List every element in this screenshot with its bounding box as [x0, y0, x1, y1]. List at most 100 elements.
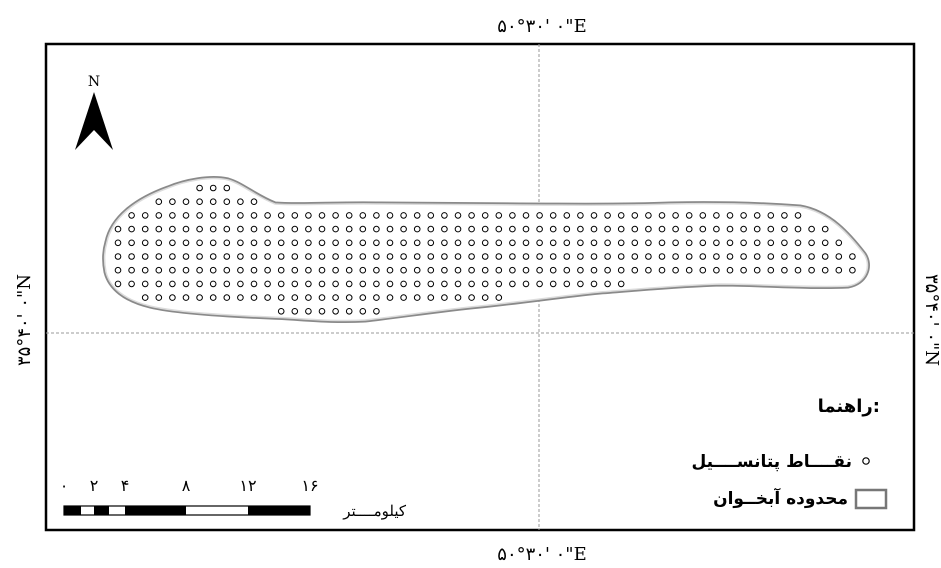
potential-point [835, 253, 843, 260]
potential-point [291, 253, 299, 260]
potential-point [481, 239, 489, 247]
potential-point [509, 266, 516, 274]
potential-point [305, 225, 312, 233]
legend-point-symbol [862, 457, 870, 465]
potential-point [182, 266, 190, 274]
potential-point [209, 280, 217, 288]
potential-point [141, 294, 149, 301]
potential-point [155, 212, 163, 219]
potential-point [264, 225, 271, 233]
potential-point [400, 212, 407, 219]
potential-point [495, 294, 503, 301]
potential-point [250, 266, 258, 274]
potential-point [849, 253, 856, 260]
potential-point [155, 266, 163, 274]
potential-point [713, 225, 720, 233]
potential-point [359, 280, 367, 288]
potential-point [549, 266, 557, 274]
potential-point [835, 266, 843, 274]
potential-point [155, 294, 163, 301]
potential-point [237, 294, 244, 301]
potential-point [413, 253, 421, 260]
potential-point [318, 239, 326, 247]
potential-point [250, 239, 258, 247]
potential-point [209, 198, 217, 205]
potential-point [536, 280, 543, 288]
potential-point [713, 266, 720, 274]
potential-point [169, 212, 176, 219]
potential-point [386, 239, 394, 247]
potential-point [223, 280, 231, 288]
potential-point [536, 225, 543, 233]
potential-point [209, 294, 217, 301]
potential-point [141, 212, 149, 219]
potential-point [672, 225, 679, 233]
potential-point [223, 253, 231, 260]
potential-point [617, 253, 625, 260]
potential-point [767, 266, 775, 274]
potential-point [468, 212, 475, 219]
potential-point [196, 212, 203, 219]
potential-point [128, 253, 135, 260]
north-arrow-label: N [88, 74, 100, 90]
potential-point [305, 308, 312, 315]
potential-point [740, 253, 747, 260]
potential-point [196, 280, 203, 288]
potential-point [318, 280, 326, 288]
potential-point [522, 266, 530, 274]
potential-point [237, 266, 244, 274]
map-border [44, 42, 916, 532]
potential-point [549, 280, 557, 288]
potential-point [386, 266, 394, 274]
potential-point [264, 253, 271, 260]
potential-point [672, 253, 679, 260]
potential-point [264, 280, 271, 288]
potential-point [509, 225, 516, 233]
legend-boundary-label: محدوده آبخــوان [713, 487, 848, 509]
potential-point [196, 253, 203, 260]
potential-point [196, 184, 203, 192]
potential-point [821, 266, 829, 274]
potential-point [509, 253, 516, 260]
potential-point [753, 225, 761, 233]
potential-point [264, 294, 271, 301]
potential-point [209, 225, 217, 233]
scale-unit-label: کیلومــــتر [342, 502, 407, 520]
potential-point [373, 225, 380, 233]
legend: راهنما: نقــــاط پتانســــیل محدوده آبخـ… [691, 396, 888, 510]
potential-point [264, 266, 271, 274]
potential-point [522, 225, 530, 233]
potential-point [209, 212, 217, 219]
potential-point [781, 253, 788, 260]
potential-point [141, 253, 149, 260]
potential-point [767, 253, 775, 260]
potential-point [522, 280, 530, 288]
potential-point [590, 212, 598, 219]
potential-point [155, 280, 163, 288]
potential-point [250, 280, 258, 288]
potential-point [359, 308, 367, 315]
potential-point [373, 308, 380, 315]
north-arrow-icon [75, 92, 113, 150]
scale-tick-label: ۰ [60, 476, 69, 495]
potential-point [781, 266, 788, 274]
potential-point [291, 212, 299, 219]
potential-point [182, 198, 190, 205]
potential-point [509, 280, 516, 288]
potential-point [645, 212, 652, 219]
potential-point [495, 225, 503, 233]
potential-point [413, 294, 421, 301]
potential-point [427, 239, 435, 247]
potential-point [250, 253, 258, 260]
potential-point [128, 225, 135, 233]
potential-point [400, 294, 407, 301]
potential-point [114, 253, 122, 260]
potential-point [495, 253, 503, 260]
potential-point [849, 266, 856, 274]
potential-point [128, 212, 135, 219]
potential-point [563, 225, 571, 233]
potential-point [250, 212, 258, 219]
potential-point [740, 212, 747, 219]
potential-point [277, 308, 285, 315]
potential-point [808, 253, 815, 260]
